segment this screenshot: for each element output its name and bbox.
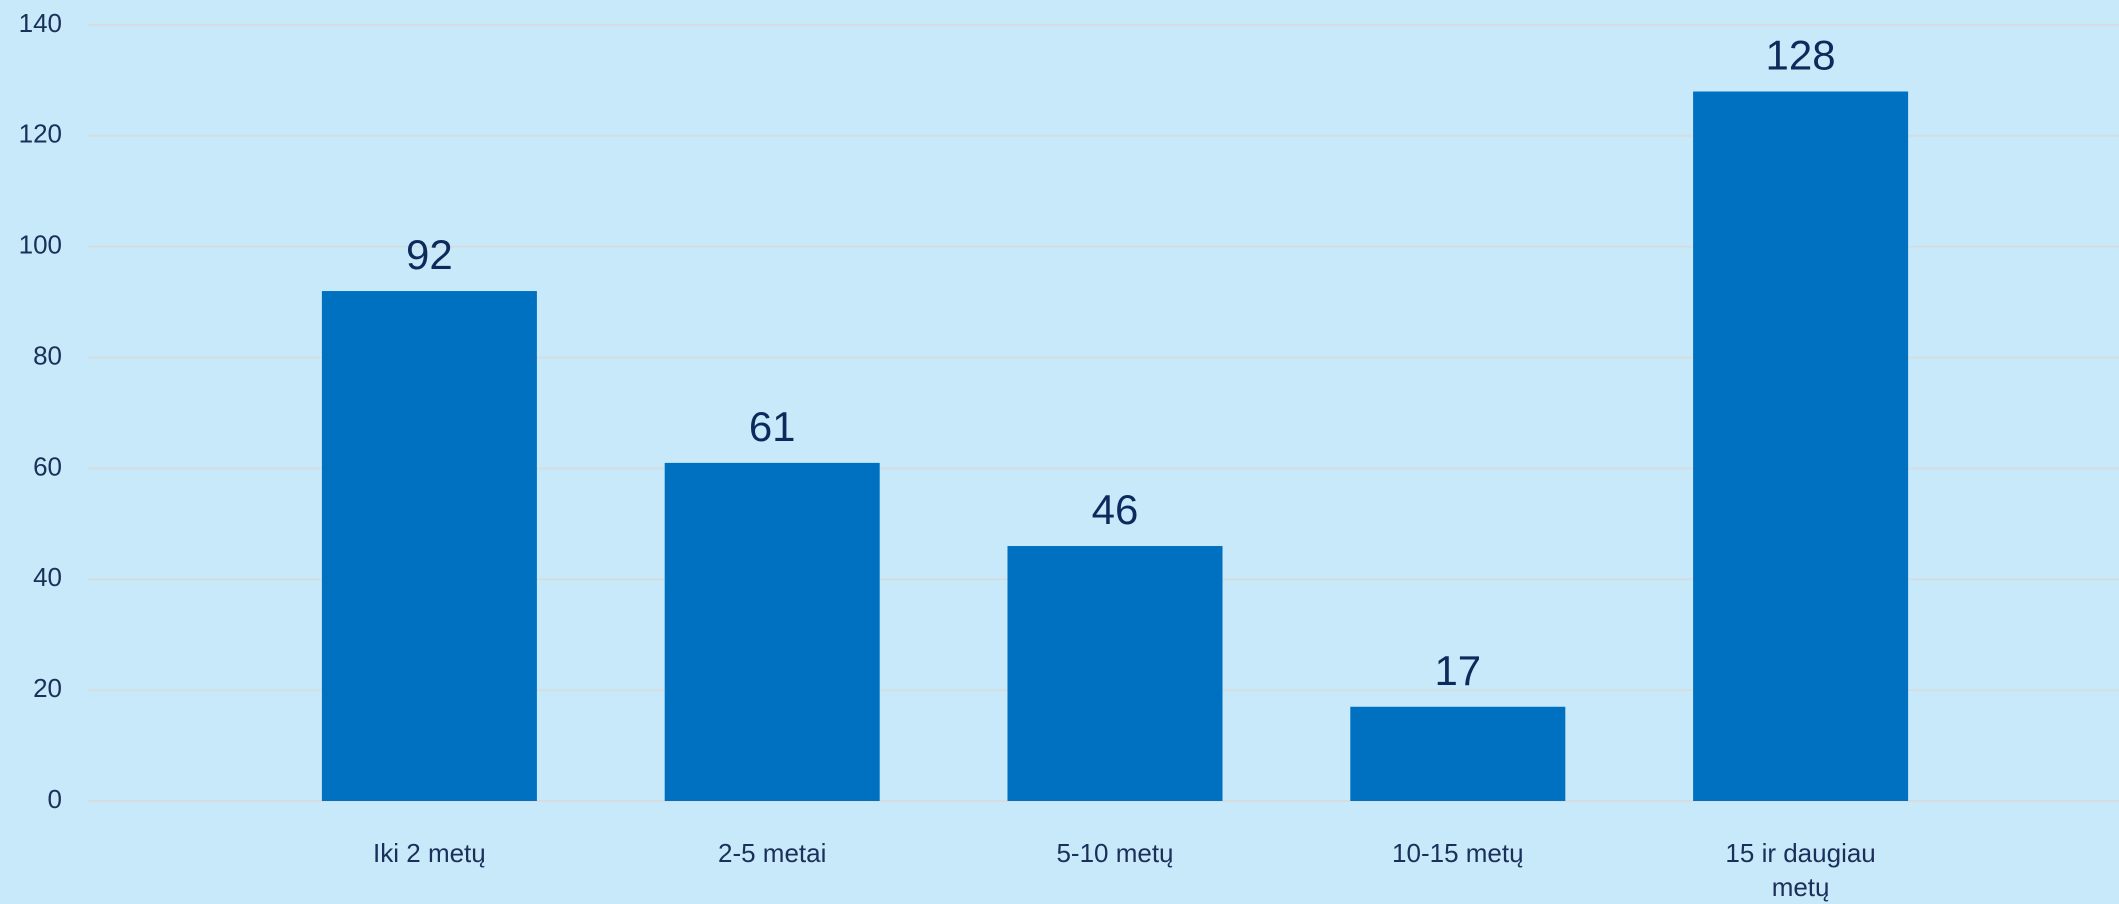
bar-5: [1693, 91, 1909, 801]
x-tick-label-line: 5-10 metų: [1056, 838, 1173, 868]
x-tick-label: 10-15 metų: [1392, 838, 1524, 868]
x-tick-label-line: 2-5 metai: [718, 838, 826, 868]
y-tick-label: 120: [19, 119, 62, 149]
y-tick-label: 60: [33, 451, 62, 481]
x-tick-label: 15 ir daugiau metų: [1725, 838, 1875, 902]
data-label: 92: [406, 231, 453, 278]
bar-2: [664, 462, 880, 801]
y-tick-label: 40: [33, 562, 62, 592]
bar-4: [1350, 706, 1566, 801]
y-tick-label: 100: [19, 230, 62, 260]
bars: [321, 91, 1909, 801]
data-label: 17: [1434, 647, 1481, 694]
y-tick-label: 80: [33, 340, 62, 370]
x-tick-label-line: 10-15 metų: [1392, 838, 1524, 868]
data-label: 46: [1092, 486, 1139, 533]
x-tick-label: 2-5 metai: [718, 838, 826, 868]
data-label: 61: [749, 403, 796, 450]
x-axis-tick-labels: Iki 2 metų 2-5 metai 5-10 metų 10-15 metų 15…: [373, 838, 1876, 902]
x-tick-label-line: 15 ir daugiau: [1725, 838, 1875, 868]
y-tick-label: 20: [33, 673, 62, 703]
x-tick-label-line: Iki 2 metų: [373, 838, 486, 868]
x-tick-label: 5-10 metų: [1056, 838, 1173, 868]
y-tick-label: 140: [19, 8, 62, 38]
data-label: 128: [1766, 32, 1836, 79]
y-axis-tick-labels: 0 20 40 60 80 100 120 140: [19, 8, 62, 814]
x-tick-label: Iki 2 metų: [373, 838, 486, 868]
x-tick-label-line: metų: [1772, 872, 1830, 902]
bar-3: [1007, 546, 1223, 801]
bar-1: [321, 291, 537, 801]
y-tick-label: 0: [48, 784, 62, 814]
data-labels: 92 61 46 17 128: [406, 32, 1836, 694]
